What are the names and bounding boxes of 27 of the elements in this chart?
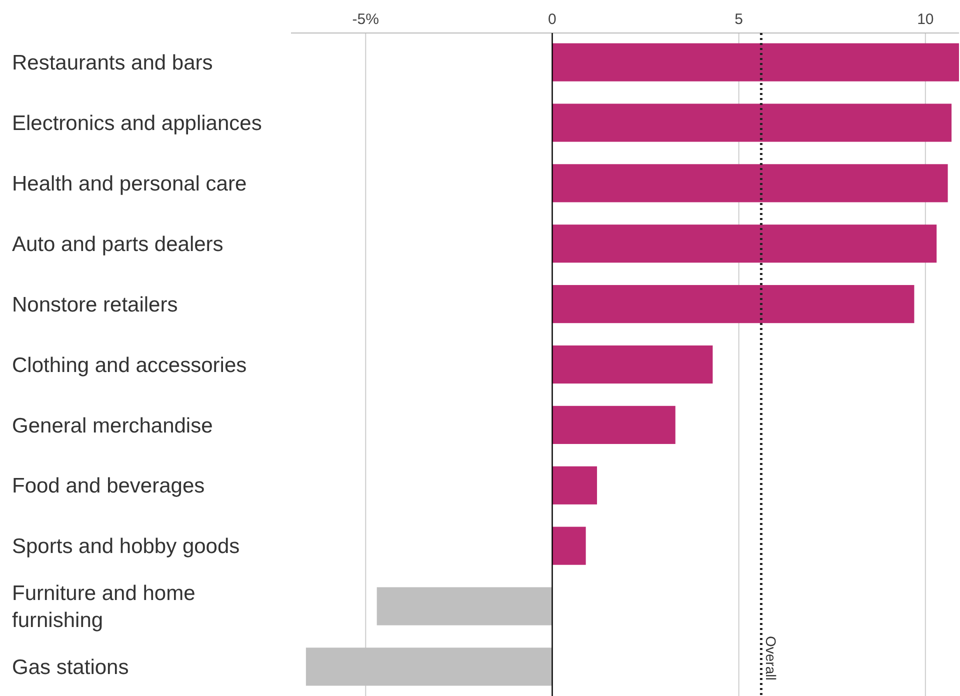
y-tick-label: Food and beverages bbox=[12, 474, 205, 498]
bar bbox=[306, 648, 552, 686]
bar bbox=[552, 526, 586, 565]
y-tick-label: General merchandise bbox=[12, 414, 213, 438]
y-tick-label: Nonstore retailers bbox=[12, 293, 178, 316]
x-tick-label: 10 bbox=[917, 11, 934, 28]
bar bbox=[552, 466, 598, 504]
y-tick-label: Electronics and appliances bbox=[12, 112, 262, 136]
bar bbox=[552, 104, 952, 142]
x-tick-label: 0 bbox=[548, 11, 556, 28]
y-tick-label: Health and personal care bbox=[12, 172, 247, 196]
bar bbox=[376, 587, 552, 626]
y-tick-label: Sports and hobby goods bbox=[12, 535, 240, 558]
bar bbox=[552, 43, 959, 82]
x-tick-label: 5 bbox=[734, 11, 743, 28]
bar bbox=[552, 406, 676, 444]
x-tick-label: -5% bbox=[352, 11, 379, 28]
bar bbox=[552, 285, 914, 324]
bar bbox=[552, 345, 713, 384]
y-tick-label: Restaurants and bars bbox=[12, 52, 213, 75]
bar bbox=[552, 164, 948, 202]
y-tick-label: Auto and parts dealers bbox=[12, 232, 224, 256]
ref-line-label: Overall bbox=[763, 636, 780, 680]
bar bbox=[552, 224, 937, 263]
y-tick-label: Furniture and home furnishing bbox=[12, 582, 196, 632]
y-tick-label: Clothing and accessories bbox=[12, 354, 247, 377]
y-tick-label: Gas stations bbox=[12, 656, 129, 680]
